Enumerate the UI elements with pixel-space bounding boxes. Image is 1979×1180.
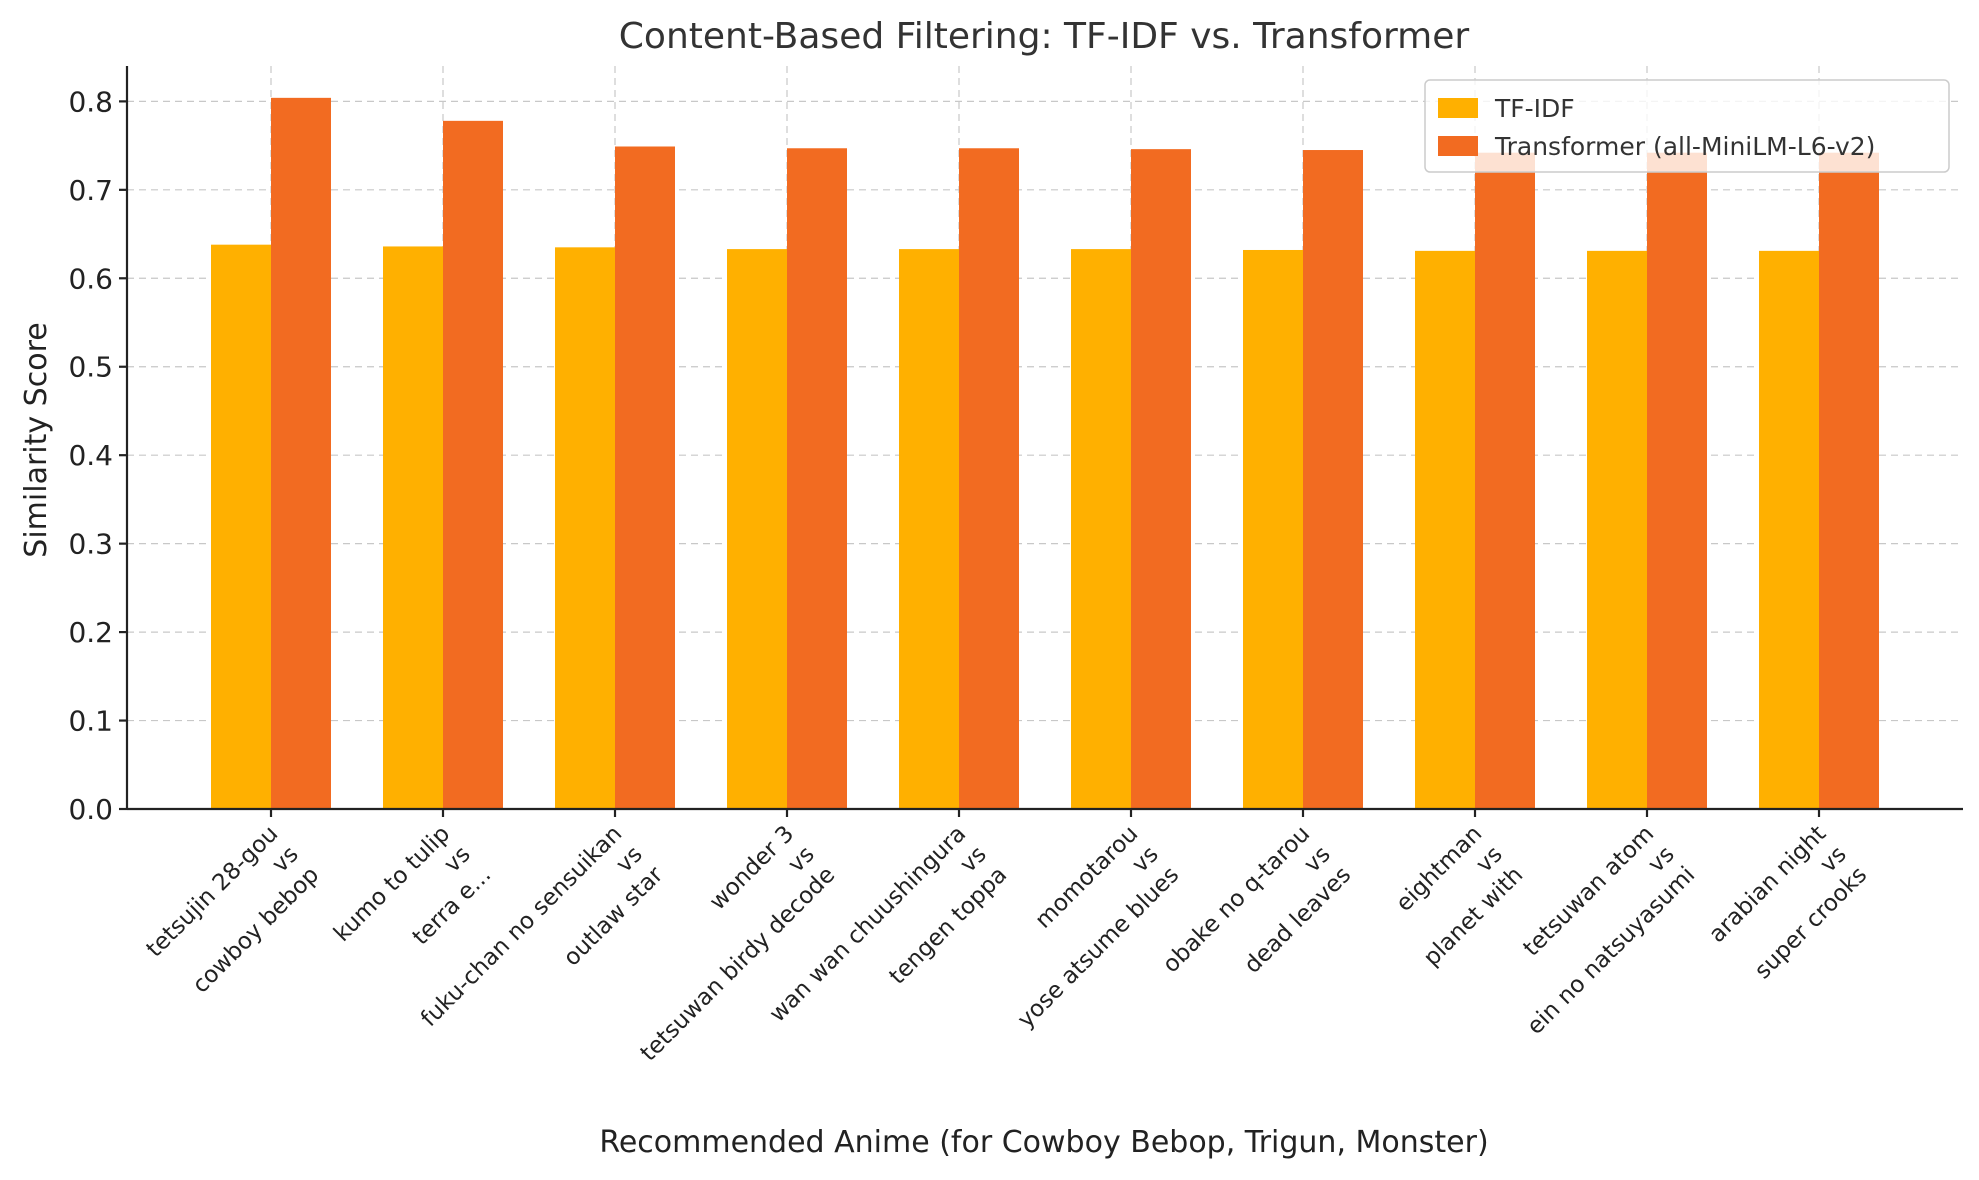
- bar-transformer: [1303, 150, 1363, 809]
- x-tick-label: tetsuwan atomvsein no natsuyasumi: [1481, 821, 1700, 1040]
- x-axis-label: Recommended Anime (for Cowboy Bebop, Tri…: [599, 1125, 1488, 1160]
- y-ticks: 0.0 0.1 0.2 0.3 0.4 0.5 0.6 0.7 0.8: [68, 85, 127, 826]
- x-tick-label: eightmanvsplanet with: [1378, 821, 1529, 972]
- bar-transformer: [959, 148, 1019, 809]
- bar-tfidf: [1071, 249, 1131, 809]
- x-ticks: tetsujin 28-gouvscowboy bebop kumo to tul…: [142, 809, 1872, 1066]
- y-tick-label: 0.4: [68, 439, 113, 472]
- bar-transformer: [443, 120, 503, 810]
- x-tick-label-line: terra e...: [408, 862, 497, 951]
- x-tick-label-line: obake no q-tarou: [1158, 821, 1315, 978]
- bar-transformer: [787, 148, 847, 809]
- legend-swatch: [1438, 136, 1478, 156]
- y-tick-label: 0.6: [68, 262, 113, 295]
- y-tick-label: 0.3: [68, 528, 113, 561]
- y-tick-label: 0.0: [68, 793, 113, 826]
- bar-tfidf: [211, 244, 271, 809]
- bar-tfidf: [383, 246, 443, 809]
- bar-tfidf: [1759, 250, 1819, 809]
- bars: [211, 97, 1879, 810]
- bar-transformer: [271, 97, 331, 810]
- legend-label: Transformer (all-MiniLM-L6-v2): [1494, 132, 1875, 161]
- legend-box: [1424, 79, 1950, 173]
- bar-tfidf: [555, 247, 615, 809]
- y-tick-label: 0.7: [68, 174, 113, 207]
- y-axis-label: Similarity Score: [19, 322, 54, 557]
- bar-tfidf: [899, 249, 959, 809]
- legend-label: TF-IDF: [1494, 94, 1575, 123]
- x-tick-label: arabian nightvssuper crooks: [1704, 821, 1872, 989]
- bar-transformer: [1475, 152, 1535, 809]
- bar-transformer: [615, 146, 675, 809]
- bar-tfidf: [1415, 250, 1475, 809]
- bar-transformer: [1647, 152, 1707, 809]
- x-tick-label: momotarouvsyose atsume blues: [972, 821, 1184, 1033]
- y-tick-label: 0.5: [68, 351, 113, 384]
- y-tick-label: 0.8: [68, 85, 113, 118]
- y-tick-label: 0.1: [68, 705, 113, 738]
- legend-swatch: [1438, 98, 1478, 118]
- x-tick-label: obake no q-tarouvsdead leaves: [1158, 821, 1356, 1019]
- x-tick-label-line: ein no natsuyasumi: [1522, 862, 1700, 1040]
- bar-tfidf: [727, 249, 787, 809]
- x-tick-label-line: yose atsume blues: [1013, 862, 1184, 1033]
- y-tick-label: 0.2: [68, 616, 113, 649]
- bar-transformer: [1131, 149, 1191, 809]
- bar-transformer: [1819, 152, 1879, 809]
- legend: TF-IDF Transformer (all-MiniLM-L6-v2): [1424, 79, 1950, 173]
- x-tick-label: tetsujin 28-gouvscowboy bebop: [142, 821, 325, 1004]
- bar-tfidf: [1587, 250, 1647, 809]
- chart-title: Content-Based Filtering: TF-IDF vs. Tran…: [619, 16, 1470, 57]
- bar-tfidf: [1243, 249, 1303, 809]
